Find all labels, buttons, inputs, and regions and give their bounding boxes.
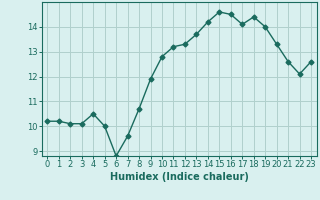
X-axis label: Humidex (Indice chaleur): Humidex (Indice chaleur): [110, 172, 249, 182]
